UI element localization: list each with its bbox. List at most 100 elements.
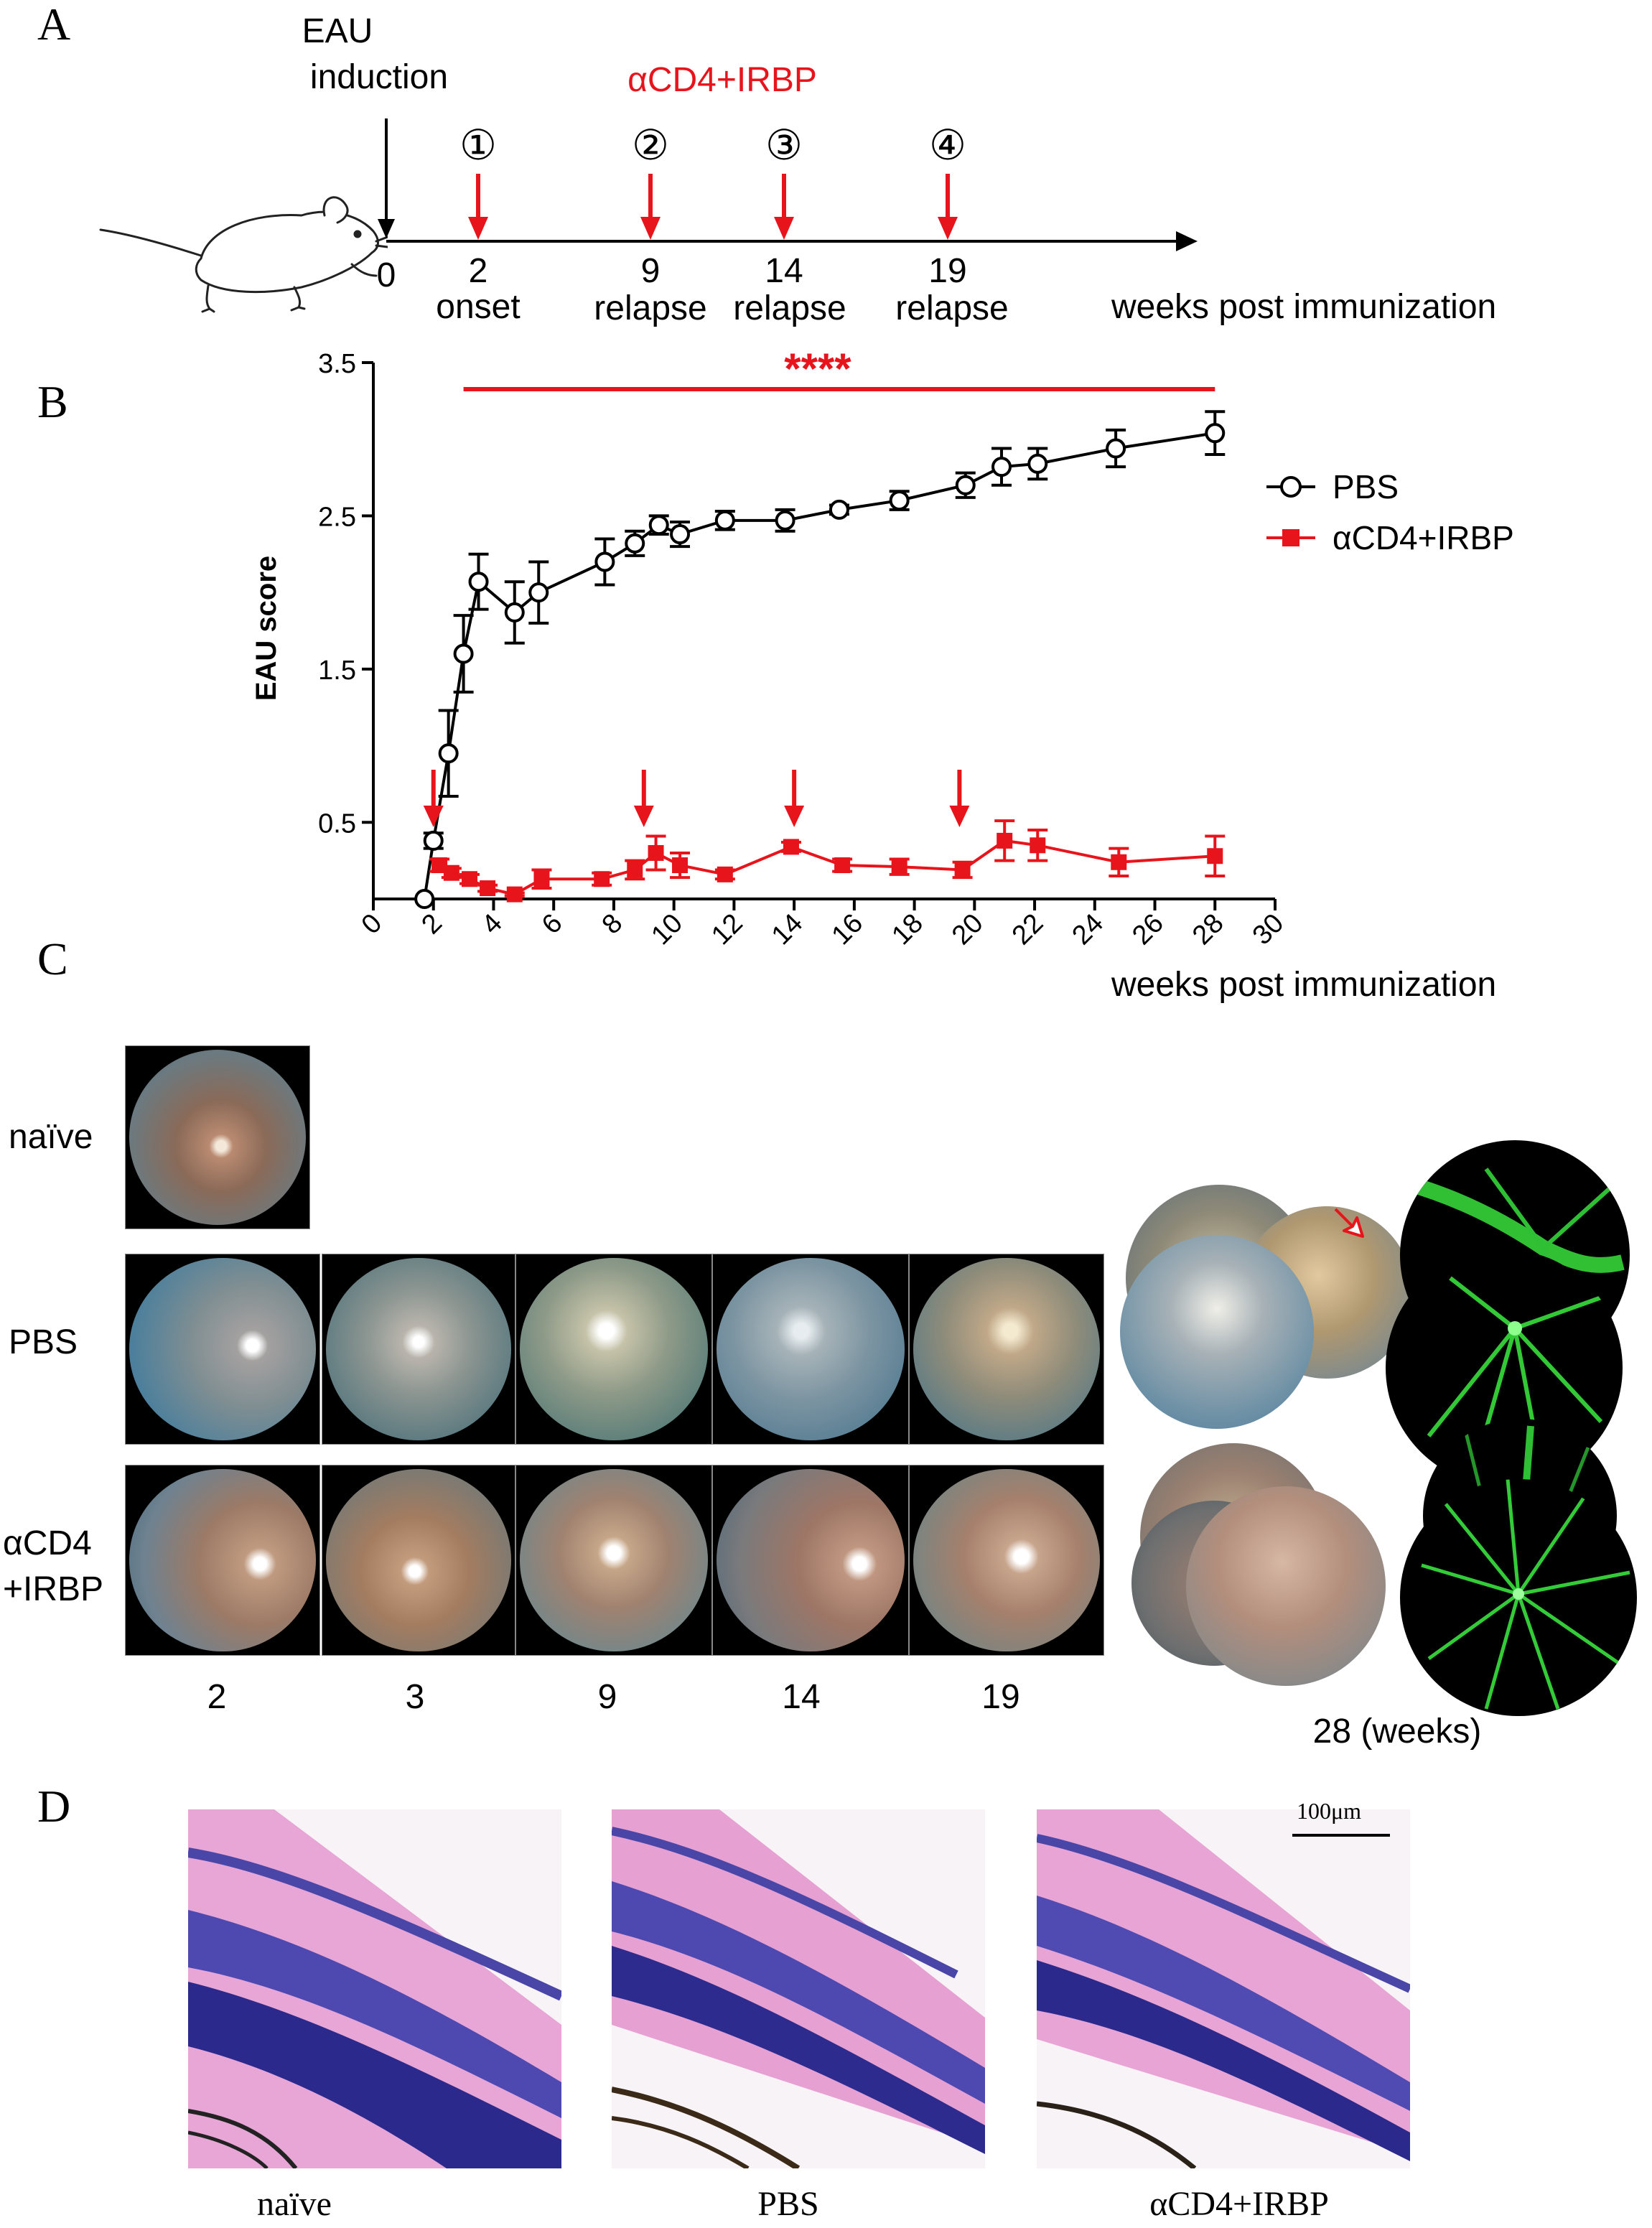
x-tick-label: 0: [356, 908, 388, 941]
pbs-point: [829, 499, 849, 520]
pbs-point: [468, 572, 489, 592]
histology-label-treated: αCD4+IRBP: [1149, 2185, 1329, 2223]
dose-4-week: 19: [928, 252, 967, 290]
panel-label-b: B: [37, 376, 68, 427]
legend-pbs-label: PBS: [1333, 468, 1399, 505]
significance-stars: ****: [784, 345, 851, 393]
fundus-image-pbs-w2: [125, 1254, 320, 1445]
treated-line: [439, 839, 1215, 896]
y-tick-label: 3.5: [318, 349, 356, 379]
y-tick-label: 0.5: [318, 808, 356, 839]
angiogram-treated-b: [1400, 1479, 1637, 1716]
treatment-arrow-head: [949, 806, 970, 827]
treated-point: [834, 857, 851, 874]
week-label-9: 9: [597, 1678, 617, 1716]
pbs-point: [991, 457, 1012, 477]
week-label-3: 3: [405, 1678, 425, 1716]
dose-3-number: ③: [765, 122, 803, 169]
induction-label-line1: EAU: [302, 12, 373, 50]
pbs-point: [955, 475, 976, 495]
angiogram-pbs-b-vessels: [1427, 1276, 1617, 1480]
treated-point: [443, 864, 459, 881]
treated-point: [461, 871, 477, 887]
x-tick-label: 22: [1007, 908, 1050, 951]
dose-4-phase: relapse: [895, 289, 1009, 327]
treated-point: [594, 871, 610, 887]
x-tick-label: 18: [886, 908, 929, 951]
fundus-image-pbs-w19: [909, 1254, 1104, 1445]
timeline-start: 0: [376, 256, 396, 294]
pbs-point: [775, 510, 795, 531]
timeline-axis-label: weeks post immunization: [1111, 288, 1497, 326]
week-label-19: 19: [981, 1678, 1020, 1716]
treated-point: [480, 880, 496, 897]
timeline-axis: [378, 118, 1198, 251]
y-tick-label: 1.5: [318, 656, 356, 686]
dose-1-number: ①: [459, 122, 497, 169]
dose-1-week: 2: [468, 252, 488, 290]
x-tick-label: 28: [1187, 908, 1230, 951]
fundus-image-pbs-w3: [322, 1254, 515, 1445]
histology-label-naive: naïve: [257, 2185, 332, 2223]
histology-image-pbs: [612, 1809, 985, 2168]
row-label-pbs: PBS: [9, 1323, 78, 1361]
pbs-point: [670, 524, 691, 545]
dose-2-phase: relapse: [594, 289, 707, 327]
fundus-image-naive: [125, 1045, 310, 1229]
histology-treated-layers: [1037, 1809, 1410, 2168]
panel-label-d: D: [37, 1781, 71, 1832]
fundus-image-treated-w14: [712, 1465, 909, 1656]
fundus-image-pbs-w9: [515, 1254, 712, 1445]
montage-treated-color-c: [1186, 1486, 1386, 1686]
pbs-line: [423, 432, 1215, 900]
pbs-point: [648, 515, 669, 536]
treated-point: [431, 857, 448, 874]
montage-pbs-color-c: [1120, 1235, 1314, 1429]
dose-2-number: ②: [632, 122, 669, 169]
treated-point: [672, 857, 689, 874]
treated-point: [1030, 837, 1046, 854]
week-label-28: 28 (weeks): [1312, 1712, 1482, 1751]
x-tick-label: 4: [476, 908, 508, 941]
treatment-arrow-head: [633, 806, 654, 827]
dose-1-phase: onset: [436, 288, 521, 326]
treated-point: [783, 839, 799, 855]
histology-label-pbs: PBS: [757, 2185, 819, 2223]
fundus-image-treated-w2: [125, 1465, 320, 1656]
fundus-image-treated-w9: [515, 1465, 712, 1656]
treated-point: [506, 886, 523, 903]
pbs-point: [414, 889, 435, 909]
fundus-image-pbs-w14: [712, 1254, 909, 1445]
lesion-arrow-icon: [1334, 1208, 1364, 1238]
fundus-image-treated-w3: [322, 1465, 515, 1656]
pbs-point: [714, 510, 735, 531]
panel-label-a: A: [37, 0, 71, 50]
panel-label-c: C: [37, 933, 68, 984]
row-label-treated-line1: αCD4: [3, 1524, 92, 1562]
induction-label-line2: induction: [309, 58, 449, 96]
pbs-point: [528, 582, 549, 603]
eau-score-chart: EAU score 0.51.52.53.50 2 4 6 8 10 12 14 16 18 20 2…: [251, 345, 1514, 951]
x-tick-label: 8: [597, 908, 629, 941]
y-axis-label: EAU score: [251, 556, 282, 701]
histology-pbs-layers: [612, 1809, 985, 2168]
row-label-treated-line2: +IRBP: [3, 1570, 104, 1608]
dose-4-number: ④: [929, 122, 966, 169]
x-tick-label: 14: [766, 908, 809, 951]
pbs-point: [504, 602, 525, 623]
y-tick-label: 2.5: [318, 502, 356, 532]
x-tick-label: 20: [946, 908, 989, 951]
pbs-point: [453, 643, 474, 664]
dose-2-week: 9: [640, 252, 661, 290]
pbs-point: [1106, 438, 1126, 459]
fundus-image-treated-w19: [909, 1465, 1104, 1656]
week-label-2: 2: [207, 1678, 227, 1716]
treated-point: [954, 862, 971, 878]
pbs-point: [625, 533, 645, 554]
x-tick-label: 6: [536, 908, 569, 941]
row-label-naive: naïve: [9, 1118, 93, 1156]
treated-point: [997, 832, 1013, 849]
x-axis-label: weeks post immunization: [1111, 966, 1497, 1004]
treated-point: [1111, 854, 1127, 870]
pbs-point: [889, 490, 910, 511]
